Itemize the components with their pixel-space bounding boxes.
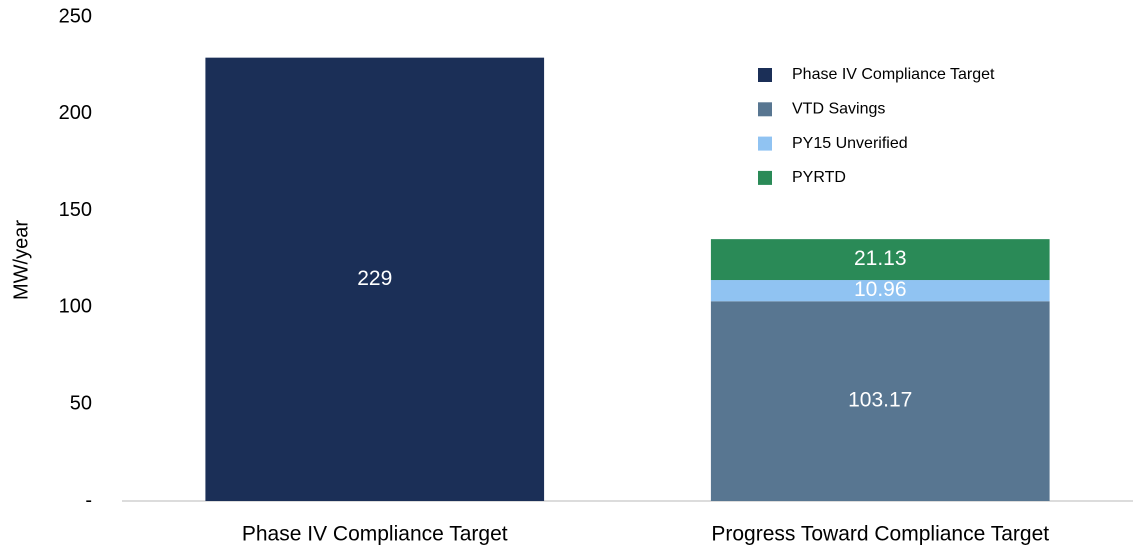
y-tick-label: 200 bbox=[59, 102, 92, 124]
y-tick-label: - bbox=[85, 489, 92, 511]
bar-segment bbox=[710, 280, 1050, 302]
y-tick-label: 150 bbox=[59, 199, 92, 221]
legend-label: PYRTD bbox=[792, 169, 846, 186]
y-axis-label: MW/year bbox=[10, 220, 32, 300]
value-label: 229 bbox=[357, 267, 392, 290]
y-tick-label: 50 bbox=[70, 392, 92, 414]
value-label: 10.96 bbox=[854, 278, 907, 301]
y-tick-label: 100 bbox=[59, 296, 92, 318]
bar-segment bbox=[710, 239, 1050, 281]
bar-segment bbox=[710, 301, 1050, 501]
y-tick-label: 250 bbox=[59, 5, 92, 27]
bar-segment bbox=[205, 57, 545, 501]
legend-label: PY15 Unverified bbox=[792, 135, 908, 152]
value-label: 21.13 bbox=[854, 247, 907, 270]
x-tick-label: Phase IV Compliance Target bbox=[242, 523, 508, 546]
legend-label: Phase IV Compliance Target bbox=[792, 66, 995, 83]
legend-label: VTD Savings bbox=[792, 101, 885, 118]
value-label: 103.17 bbox=[848, 389, 912, 412]
legend-swatch bbox=[758, 170, 772, 185]
x-tick-label: Progress Toward Compliance Target bbox=[711, 523, 1049, 546]
legend-swatch bbox=[758, 68, 772, 82]
legend-swatch bbox=[758, 136, 772, 151]
legend-swatch bbox=[758, 102, 772, 117]
